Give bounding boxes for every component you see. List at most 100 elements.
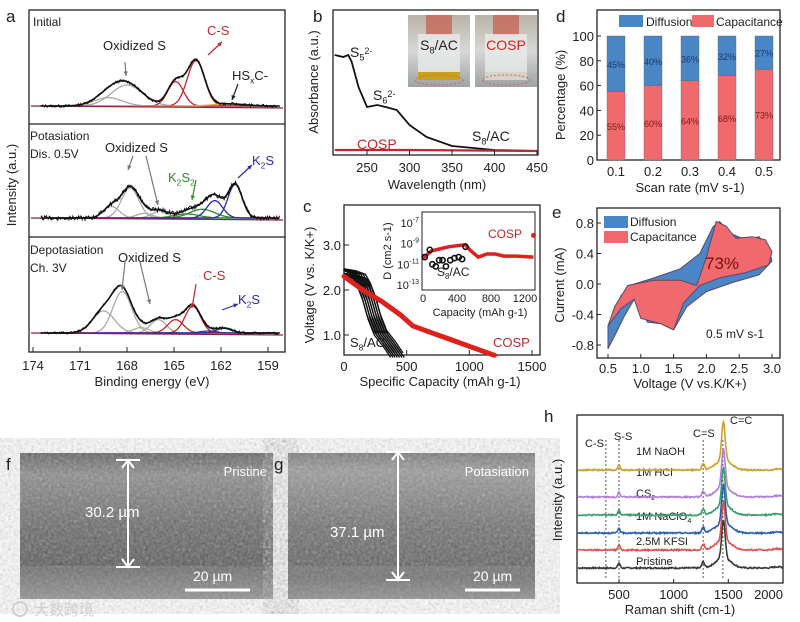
label-part: 2 [261, 160, 266, 170]
x-tick-label: 0.3 [681, 164, 699, 179]
envelope-fit-line [40, 284, 280, 334]
x-tick-label: 0.2 [644, 164, 662, 179]
bar-data-label: 40% [644, 57, 662, 67]
y-tick-label: 2.0 [323, 283, 341, 298]
curve-label: COSP [493, 335, 530, 350]
raman-spectrum-1mnaoh [577, 418, 784, 473]
arrow-head-icon [217, 42, 222, 47]
label-part: COSP [488, 227, 522, 241]
uv-frame [332, 9, 539, 156]
bar-diffusion [717, 35, 737, 76]
s8ac-diffusion-point [442, 262, 450, 270]
raman-spectrum-1mhcl [577, 447, 784, 500]
fit-component-peak [48, 318, 276, 334]
inset-y-tick-label: 10-7 [401, 217, 420, 230]
envelope-fit-line [40, 58, 280, 107]
x-axis-label: Scan rate (mV s-1) [635, 180, 744, 195]
y-axis-label: Absorbance (a.u.) [306, 30, 321, 133]
label-part: 8 [429, 46, 434, 56]
inset-curve-label: S8/AC [437, 265, 470, 281]
label-part: 2 [177, 177, 182, 187]
y-tick-label: 20 [580, 128, 594, 143]
fit-component-peak [48, 80, 276, 107]
y-tick-label: -0.4 [572, 308, 594, 323]
x-tick-label: 0.4 [718, 164, 736, 179]
arrow-head-icon [190, 195, 196, 200]
legend-label: Diffusion [630, 215, 676, 229]
x-tick-label: 159 [257, 358, 279, 373]
x-tick-label: 162 [210, 358, 232, 373]
xps-subpanel-2 [30, 284, 284, 336]
x-axis-label: Specific Capacity (mAh g-1) [359, 374, 520, 389]
peak-label: C=S [693, 428, 715, 440]
tick-exponent: -7 [413, 217, 419, 224]
label-part: x [250, 75, 255, 85]
scale-bar-label: 20 µm [473, 568, 512, 584]
panel-label-d: d [556, 7, 565, 26]
inset-x-axis-label: Capacity (mAh g-1) [433, 307, 528, 319]
panel-label-e: e [552, 203, 561, 222]
peak-annotation: C-S [203, 268, 226, 283]
s8ac-diffusion-point [435, 256, 443, 264]
thickness-label: 37.1 µm [330, 524, 385, 541]
bar-data-label: 27% [755, 49, 773, 59]
arrow-head-icon [120, 285, 125, 290]
legend-label: Capacitance [716, 15, 783, 29]
y-tick-label: 0.8 [576, 216, 594, 231]
label-part: 8 [359, 342, 364, 352]
subpanel-title: Initial [33, 15, 61, 29]
label-part: Pristine [636, 556, 673, 568]
inset-y-tick-label: 10-13 [397, 279, 419, 292]
watermark-logo-icon [12, 601, 28, 617]
label-part: C-S [203, 268, 226, 283]
label-part: K [238, 292, 247, 307]
tick-exponent: -13 [409, 279, 419, 286]
legend-swatch-diffusion [604, 216, 628, 228]
y-tick-label: 60 [580, 79, 594, 94]
curve-label: S8/AC [472, 128, 510, 147]
label-part: /AC [435, 37, 458, 53]
y-tick-label: 3.0 [323, 238, 341, 253]
spectrum-label: 1M NaClO4 [636, 511, 691, 525]
cell-cap [493, 15, 519, 35]
bar-data-label: 36% [681, 54, 699, 64]
series-line-s8ac [334, 53, 539, 152]
label-part: 2.5M KFSI [636, 536, 688, 548]
inset-photo-s8ac [408, 15, 470, 87]
label-part: K [252, 153, 261, 168]
arrow-head-icon [123, 71, 128, 76]
substrate-layer [20, 566, 273, 599]
envelope-fit-line [40, 182, 280, 219]
label-part: COSP [357, 136, 397, 152]
label-part: Oxidized S [105, 140, 168, 155]
raman-spectrum-cs2 [577, 465, 784, 518]
label-part: S [437, 265, 445, 279]
scan-rate-label: 0.5 mV s-1 [706, 327, 764, 341]
watermark: 大数跨境 [34, 601, 94, 619]
peak-annotation: K2S [252, 153, 274, 170]
peak-annotation: Oxidized S [118, 250, 181, 265]
label-part: 1M NaClO [636, 511, 688, 523]
label-part: COSP [486, 37, 526, 53]
peak-annotation: Oxidized S [105, 140, 168, 155]
legend-label: Capacitance [630, 230, 697, 244]
y-tick-label: 100 [572, 29, 594, 44]
panel-label-f: f [6, 455, 11, 474]
x-tick-label: 2.5 [730, 361, 748, 376]
sem-texture [288, 453, 535, 599]
x-tick-label: 168 [116, 358, 138, 373]
bar-data-label: 73% [755, 111, 773, 121]
inset-photo-cosp [475, 15, 537, 87]
s8ac-diffusion-point [462, 243, 469, 251]
curve-label: S8/AC [350, 335, 385, 352]
arrow-head-icon [190, 303, 195, 308]
x-axis-label: Wavelength (nm) [388, 177, 487, 192]
x-tick-label: 250 [356, 160, 378, 175]
diffusion-inset-frame [421, 211, 536, 291]
x-tick-label: 1000 [659, 587, 688, 602]
legend-label: Diffusion [646, 15, 692, 29]
peak-annotation: K2S2 [168, 170, 195, 187]
label-part: S [373, 87, 382, 103]
arrow-head-icon [154, 200, 160, 205]
electrolyte [485, 72, 527, 80]
